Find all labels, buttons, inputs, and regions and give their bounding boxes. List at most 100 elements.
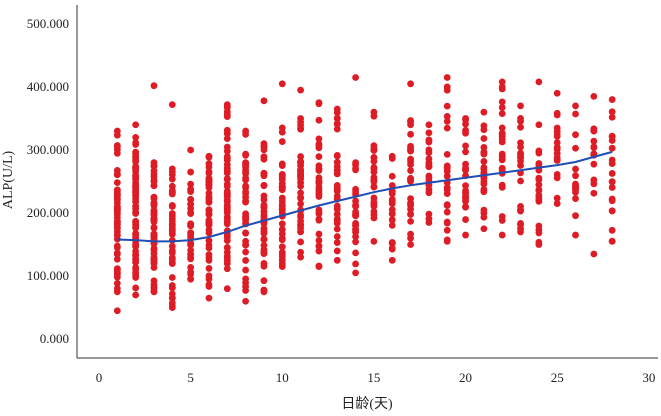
data-point [553,154,561,162]
data-point [113,288,121,296]
data-point [242,127,250,135]
data-point [498,231,506,239]
data-point [498,98,506,106]
data-point [260,277,268,285]
data-point [315,206,323,214]
data-point [553,89,561,97]
x-tick-label: 5 [187,370,194,385]
data-point [388,199,396,207]
data-point [553,124,561,132]
fit-line [117,150,613,243]
data-point [132,158,140,166]
data-point [333,205,341,213]
data-point [407,195,414,203]
data-point [443,162,451,170]
data-point [517,143,524,151]
data-point [590,250,598,258]
data-point [315,215,323,223]
data-point [333,247,341,255]
data-point [278,206,286,214]
data-point [462,216,469,223]
data-point [132,210,140,217]
data-point [498,150,506,158]
data-point [150,245,158,252]
data-point [480,206,488,214]
data-point [407,205,414,213]
data-point [113,127,121,135]
data-point [113,273,121,281]
data-point [260,140,268,148]
data-point [333,233,341,240]
data-point [278,171,286,178]
data-point [187,180,195,188]
data-point [535,149,543,157]
data-point [352,249,359,257]
data-point [333,256,341,264]
data-point [407,158,414,165]
data-point [535,241,543,248]
data-point [480,150,488,158]
data-point [608,184,616,191]
data-point [297,253,305,261]
data-point [113,208,121,216]
data-point [205,168,213,176]
data-point [297,221,305,229]
data-point [315,190,323,198]
data-point [150,210,158,217]
data-point [535,78,543,86]
data-point [315,99,323,107]
data-point [278,234,286,242]
data-point [388,210,396,218]
data-point [388,152,396,160]
data-point [168,299,176,307]
y-tick-label: 400.000 [27,79,69,94]
data-point [260,204,268,212]
data-point [425,129,433,137]
data-point [132,173,140,181]
data-points [113,74,616,315]
data-point [352,238,359,246]
data-point [315,116,323,124]
data-point [168,215,176,223]
y-axis-title: ALP(U/L) [1,151,16,210]
data-point [297,170,305,178]
data-point [608,195,616,203]
data-point [425,149,433,156]
data-point [223,143,231,151]
data-point [608,113,616,121]
data-point [590,176,598,184]
x-tick-label: 15 [367,370,380,385]
data-point [223,180,231,188]
data-point [150,199,158,206]
data-point [205,226,213,234]
data-point [242,188,250,196]
data-point [535,226,543,234]
data-point [480,213,488,221]
data-point [498,110,506,118]
data-point [315,247,323,255]
data-point [242,297,250,305]
data-point [388,172,396,180]
data-point [150,254,158,262]
x-tick-label: 0 [96,370,103,385]
data-point [187,264,195,271]
data-point [333,163,341,171]
data-point [168,282,176,289]
data-point [260,288,268,296]
data-point [168,290,176,298]
data-point [260,230,268,237]
data-point [370,108,378,116]
data-point [590,137,598,145]
data-point [297,115,305,122]
data-point [388,190,396,198]
data-point [205,152,213,160]
data-point [132,291,140,299]
data-point [297,153,305,160]
data-point [223,113,231,121]
data-point [608,170,616,177]
data-point [187,229,195,237]
data-point [407,80,414,88]
data-point [113,142,121,149]
data-point [132,243,140,251]
data-point [113,307,121,315]
